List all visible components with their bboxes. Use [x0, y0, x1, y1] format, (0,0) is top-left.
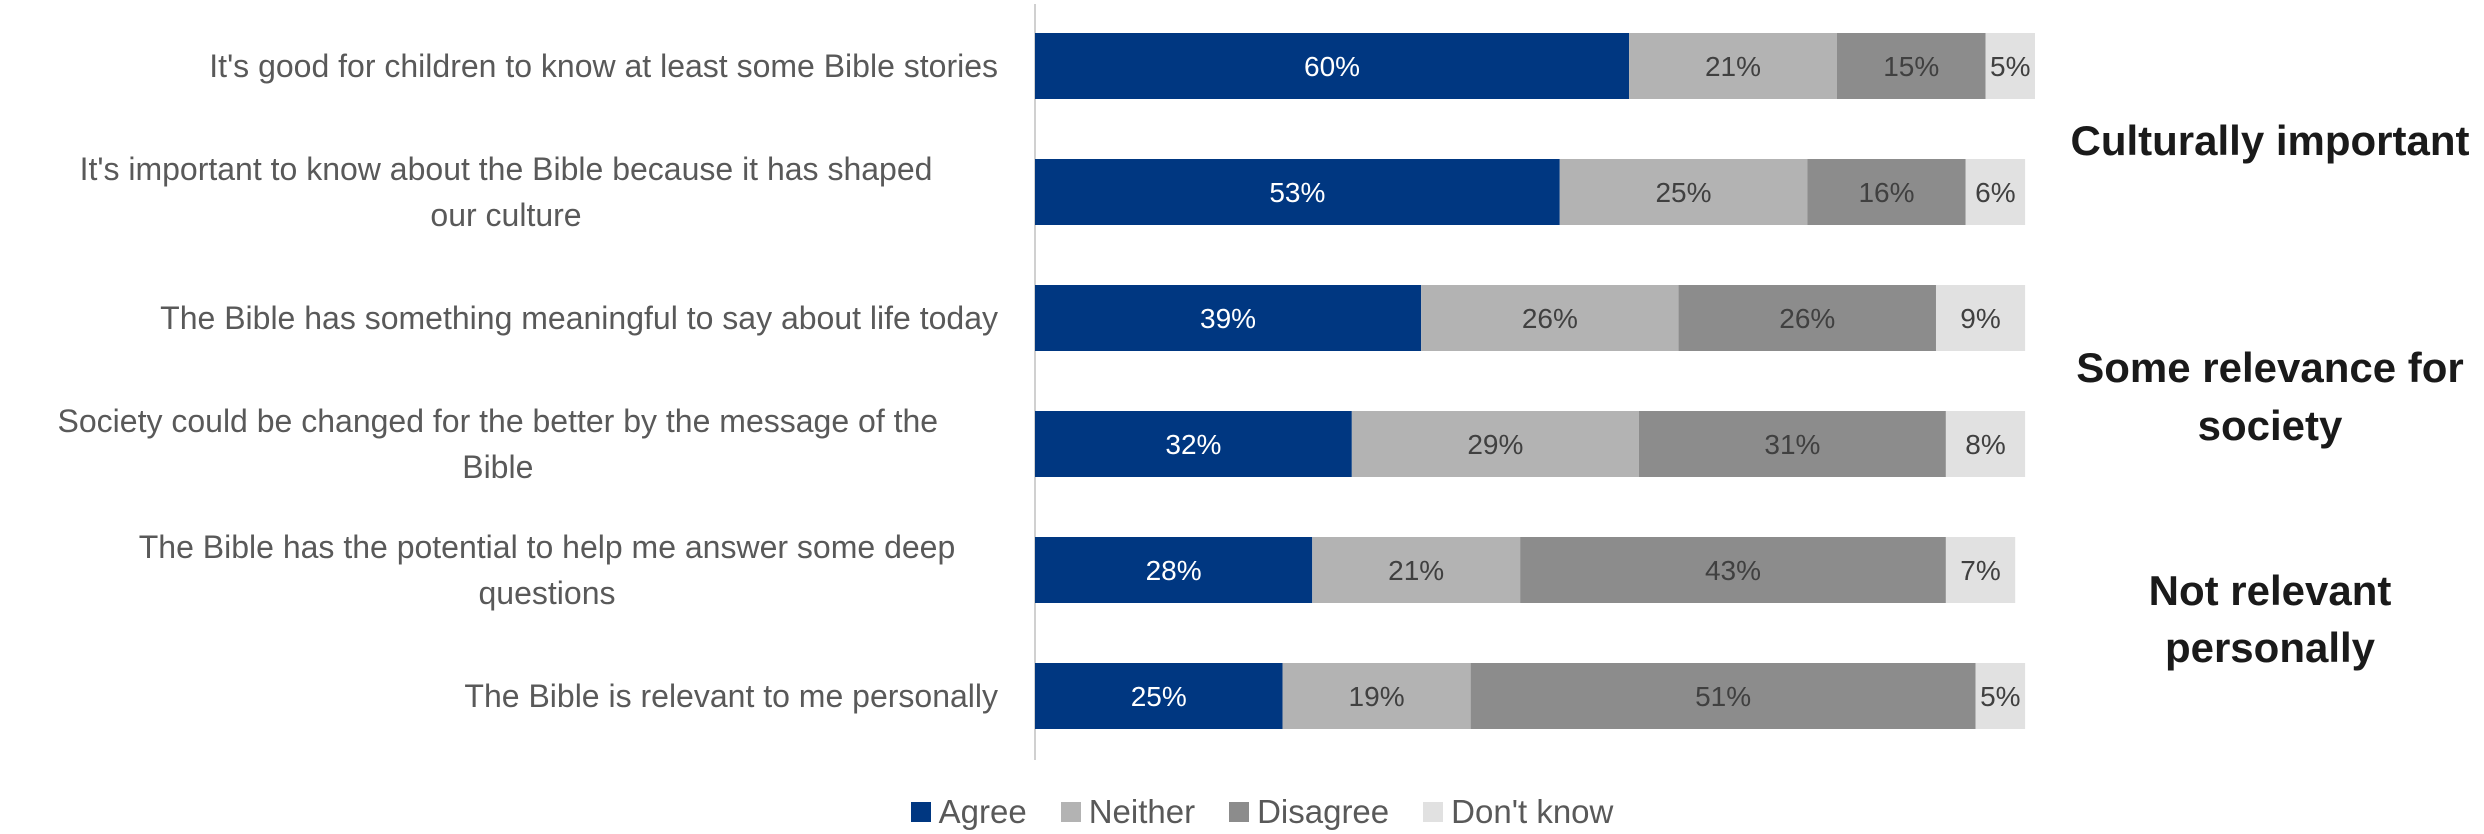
data-label: 9%	[1960, 303, 2000, 334]
data-label: 19%	[1349, 681, 1405, 712]
legend-label-dont-know: Don't know	[1451, 793, 1614, 830]
category-label: The Bible has the potential to help me a…	[139, 529, 956, 611]
category-label: The Bible is relevant to me personally	[464, 678, 998, 714]
bar-segment-agree	[1035, 537, 1313, 603]
bar-segment-agree	[1035, 411, 1352, 477]
bar-segment-don-t-know	[1965, 159, 2026, 225]
data-label: 16%	[1858, 177, 1914, 208]
data-label: 5%	[1980, 681, 2020, 712]
legend-swatch-neither	[1060, 802, 1081, 822]
data-label: 21%	[1705, 51, 1761, 82]
data-label: 39%	[1200, 303, 1256, 334]
bar-segment-don-t-know	[1985, 33, 2035, 99]
legend-swatch-disagree	[1229, 802, 1250, 822]
bar-segment-don-t-know	[1945, 537, 2016, 603]
data-label: 7%	[1960, 555, 2000, 586]
legend-item-agree: Agree	[910, 793, 1027, 831]
legend-item-neither: Neither	[1060, 793, 1196, 831]
group-annotation-2: Some relevance for society	[2076, 344, 2464, 449]
bar-segment-agree	[1035, 159, 1560, 225]
data-label: 29%	[1467, 429, 1523, 460]
bar-segment-neither	[1312, 537, 1521, 603]
data-label: 21%	[1388, 555, 1444, 586]
bar-segment-disagree	[1807, 159, 1966, 225]
data-label: 25%	[1655, 177, 1711, 208]
legend-label-neither: Neither	[1088, 793, 1196, 830]
data-label: 43%	[1705, 555, 1761, 586]
bar-segment-neither	[1351, 411, 1639, 477]
bar-segment-agree	[1035, 663, 1283, 729]
category-label: It's important to know about the Bible b…	[80, 151, 933, 233]
bar-segment-disagree	[1678, 285, 1936, 351]
bar-segment-disagree	[1520, 537, 1946, 603]
data-label: 26%	[1522, 303, 1578, 334]
group-annotation-3: Not relevant personally	[2149, 567, 2392, 671]
bar-segment-disagree	[1638, 411, 1946, 477]
category-label: The Bible has something meaningful to sa…	[160, 300, 998, 336]
data-label: 8%	[1965, 429, 2005, 460]
data-label: 28%	[1146, 555, 1202, 586]
bar-segment-disagree	[1470, 663, 1976, 729]
bar-segment-neither	[1629, 33, 1837, 99]
bar-segment-agree	[1035, 33, 1630, 99]
legend-swatch-dont-know	[1423, 802, 1444, 822]
chart-plot-area: It's good for children to know at least …	[58, 4, 2470, 760]
bar-segment-disagree	[1836, 33, 1986, 99]
group-annotation-1: Culturally important	[2070, 117, 2469, 164]
category-label: It's good for children to know at least …	[209, 48, 998, 84]
data-label: 26%	[1779, 303, 1835, 334]
data-label: 32%	[1165, 429, 1221, 460]
legend-item-disagree: Disagree	[1229, 793, 1389, 831]
category-label: Society could be changed for the better …	[58, 403, 939, 485]
data-label: 51%	[1695, 681, 1751, 712]
data-label: 25%	[1131, 681, 1187, 712]
data-label: 5%	[1990, 51, 2030, 82]
bar-segment-neither	[1282, 663, 1471, 729]
data-label: 31%	[1764, 429, 1820, 460]
bar-segment-neither	[1559, 159, 1808, 225]
bar-segment-agree	[1035, 285, 1422, 351]
chart-legend: Agree Neither Disagree Don't know	[0, 790, 2484, 834]
bar-segment-don-t-know	[1945, 411, 2026, 477]
legend-label-disagree: Disagree	[1257, 793, 1390, 830]
bar-segment-don-t-know	[1975, 663, 2026, 729]
bar-segment-neither	[1421, 285, 1679, 351]
data-label: 60%	[1304, 51, 1360, 82]
legend-item-dont-know: Don't know	[1423, 793, 1613, 831]
bar-segment-don-t-know	[1935, 285, 2026, 351]
data-label: 53%	[1269, 177, 1325, 208]
data-label: 6%	[1975, 177, 2015, 208]
data-label: 15%	[1883, 51, 1939, 82]
legend-label-agree: Agree	[938, 793, 1027, 830]
legend-swatch-agree	[910, 802, 931, 822]
